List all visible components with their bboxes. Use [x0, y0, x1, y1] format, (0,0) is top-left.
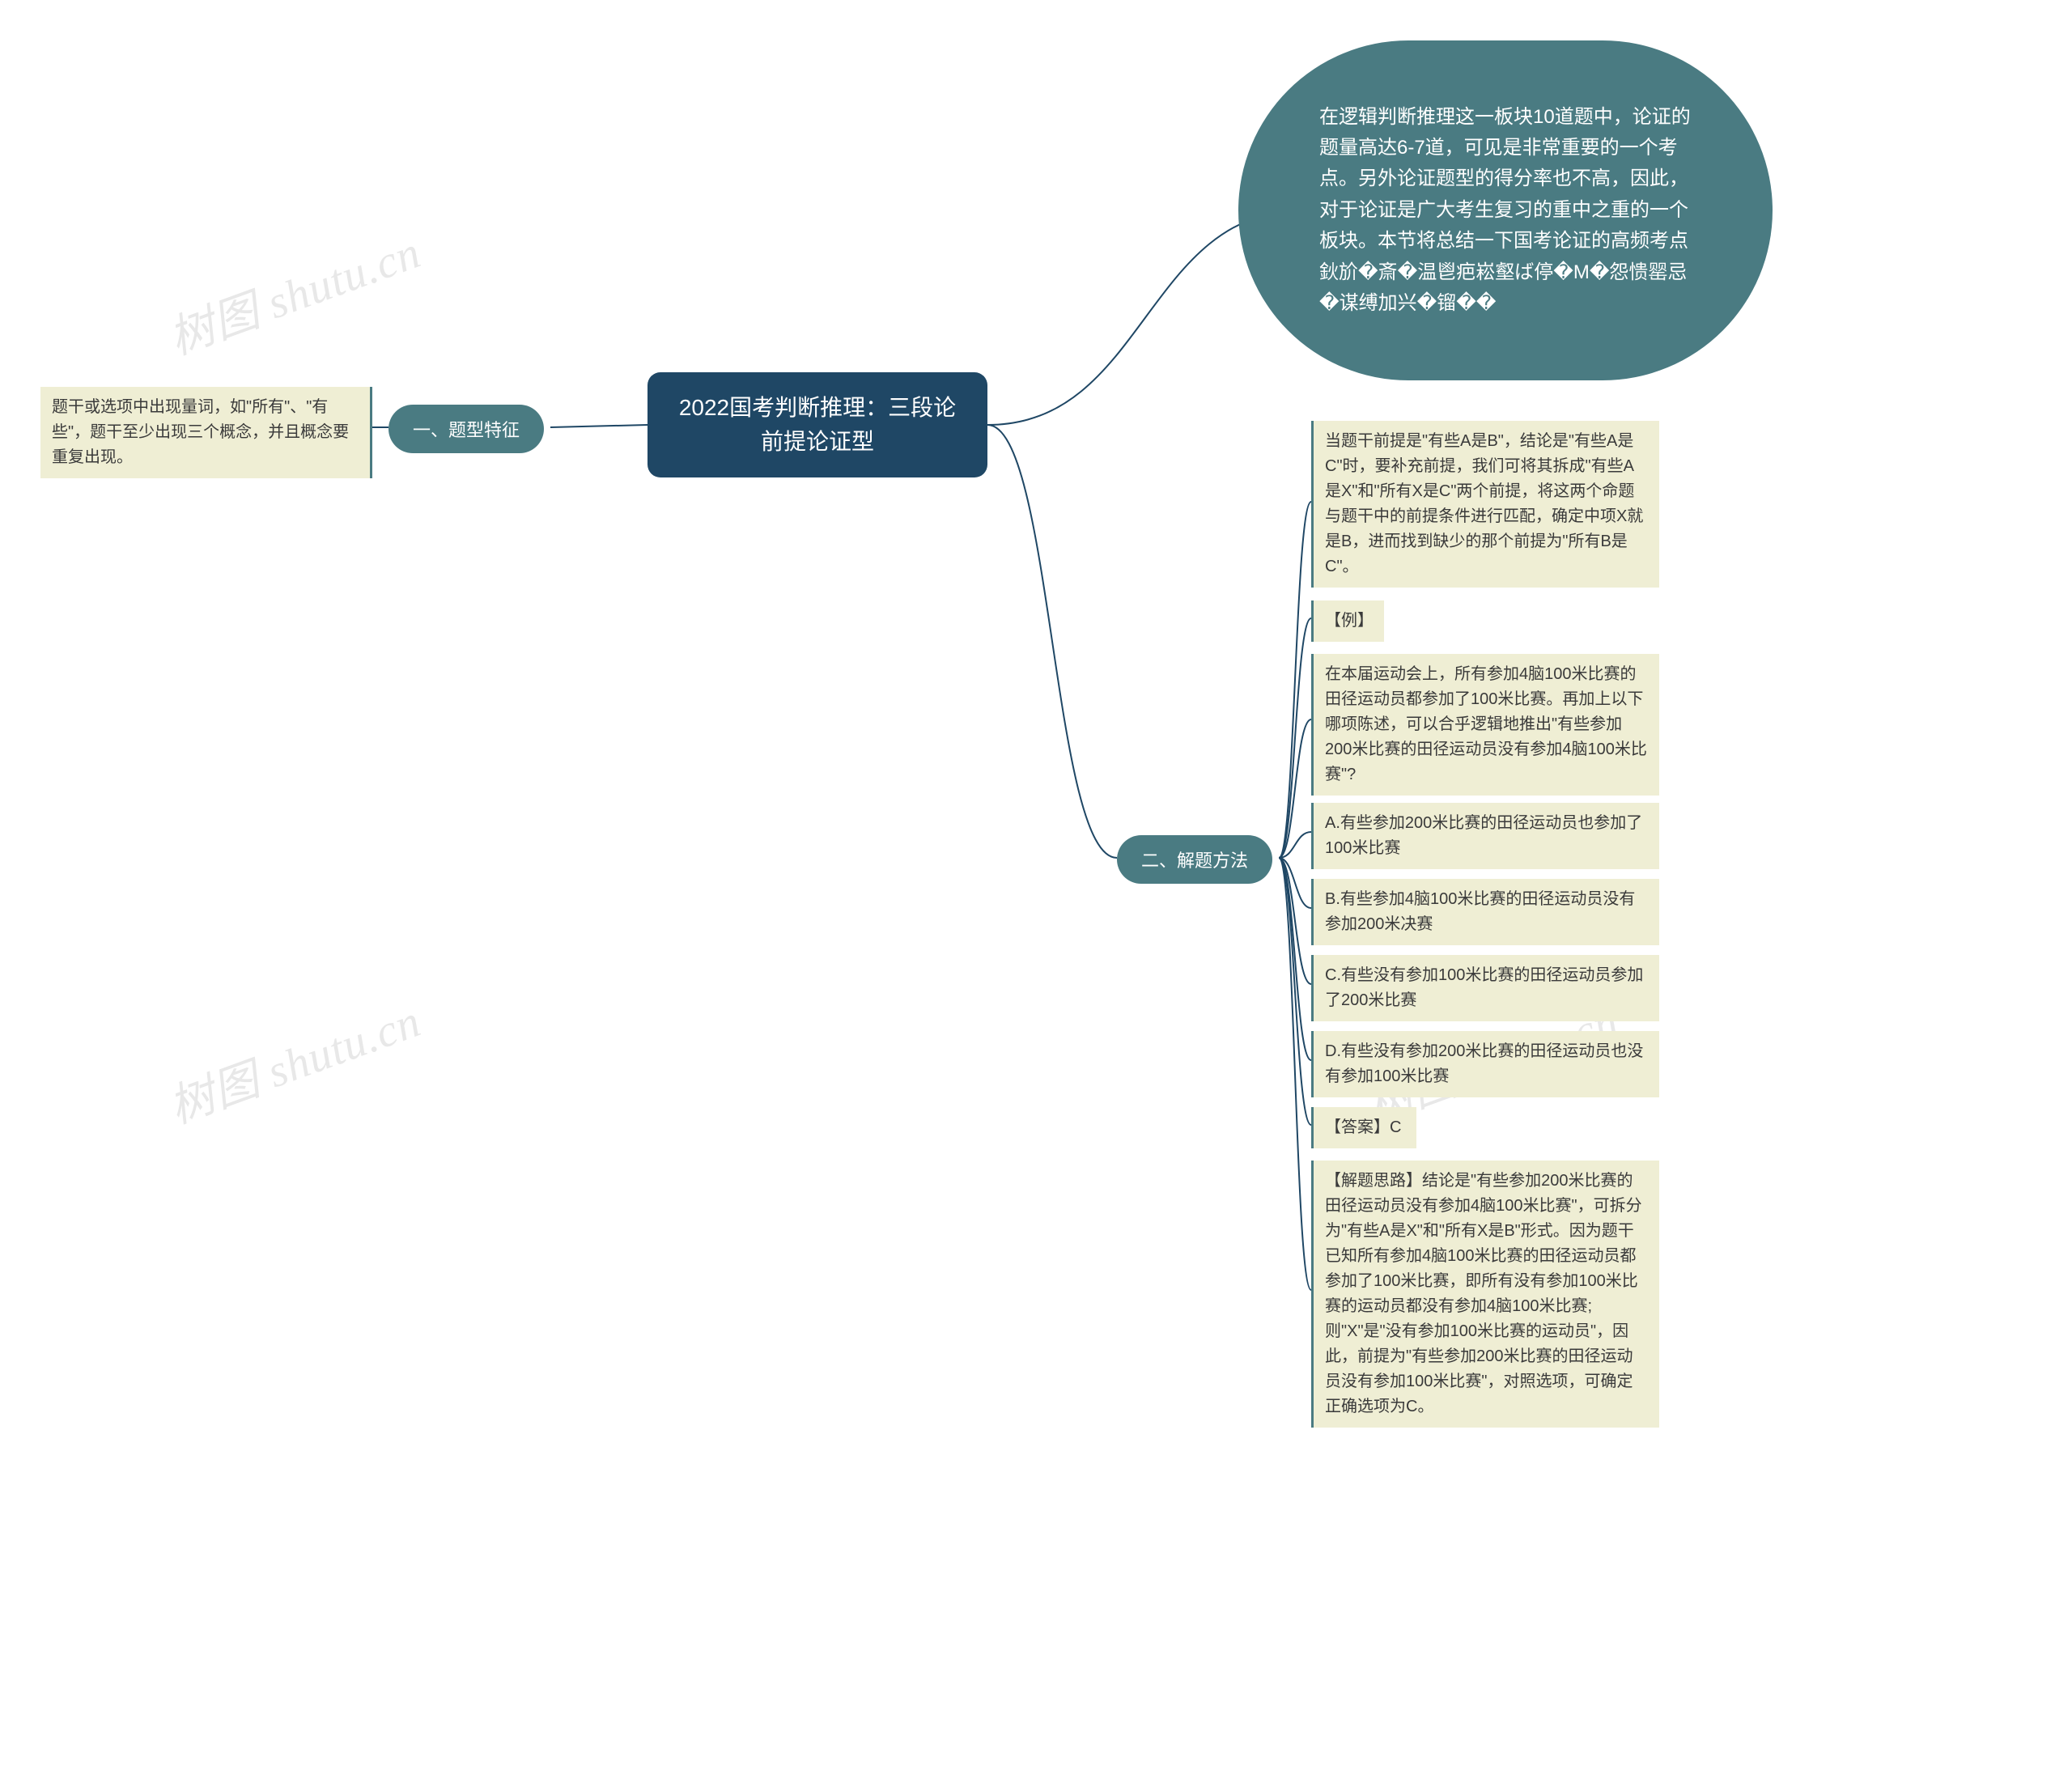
leaf-r4-text: A.有些参加200米比赛的田径运动员也参加了100米比赛: [1325, 814, 1642, 857]
leaf-r7[interactable]: D.有些没有参加200米比赛的田径运动员也没有参加100米比赛: [1311, 1031, 1659, 1097]
leaf-r2[interactable]: 【例】: [1311, 600, 1384, 642]
watermark: 树图 shutu.cn: [159, 216, 428, 367]
leaf-r5-text: B.有些参加4脑100米比赛的田径运动员没有参加200米决赛: [1325, 890, 1635, 933]
leaf-r1[interactable]: 当题干前提是"有些A是B"，结论是"有些A是C"时，要补充前提，我们可将其拆成"…: [1311, 421, 1659, 588]
branch-right[interactable]: 二、解题方法: [1117, 835, 1272, 884]
leaf-r7-text: D.有些没有参加200米比赛的田径运动员也没有参加100米比赛: [1325, 1042, 1643, 1085]
leaf-r6-text: C.有些没有参加100米比赛的田径运动员参加了200米比赛: [1325, 966, 1643, 1009]
leaf-left[interactable]: 题干或选项中出现量词，如"所有"、"有些"，题干至少出现三个概念，并且概念要重复…: [40, 387, 372, 478]
leaf-r2-text: 【例】: [1325, 612, 1374, 630]
watermark: 树图 shutu.cn: [159, 985, 428, 1136]
center-node[interactable]: 2022国考判断推理：三段论前提论证型: [648, 372, 987, 477]
leaf-r8[interactable]: 【答案】C: [1311, 1107, 1416, 1148]
leaf-r4[interactable]: A.有些参加200米比赛的田径运动员也参加了100米比赛: [1311, 803, 1659, 869]
leaf-r3[interactable]: 在本届运动会上，所有参加4脑100米比赛的田径运动员都参加了100米比赛。再加上…: [1311, 654, 1659, 796]
leaf-left-text: 题干或选项中出现量词，如"所有"、"有些"，题干至少出现三个概念，并且概念要重复…: [52, 398, 349, 466]
leaf-r9-text: 【解题思路】结论是"有些参加200米比赛的田径运动员没有参加4脑100米比赛"，…: [1325, 1172, 1642, 1415]
leaf-r1-text: 当题干前提是"有些A是B"，结论是"有些A是C"时，要补充前提，我们可将其拆成"…: [1325, 432, 1643, 575]
leaf-r6[interactable]: C.有些没有参加100米比赛的田径运动员参加了200米比赛: [1311, 955, 1659, 1021]
branch-left[interactable]: 一、题型特征: [388, 405, 544, 453]
leaf-r9[interactable]: 【解题思路】结论是"有些参加200米比赛的田径运动员没有参加4脑100米比赛"，…: [1311, 1161, 1659, 1428]
intro-node-text: 在逻辑判断推理这一板块10道题中，论证的题量高达6-7道，可见是非常重要的一个考…: [1319, 102, 1692, 320]
leaf-r3-text: 在本届运动会上，所有参加4脑100米比赛的田径运动员都参加了100米比赛。再加上…: [1325, 665, 1647, 783]
leaf-r5[interactable]: B.有些参加4脑100米比赛的田径运动员没有参加200米决赛: [1311, 879, 1659, 945]
leaf-r8-text: 【答案】C: [1325, 1118, 1401, 1136]
branch-left-label: 一、题型特征: [413, 416, 520, 442]
intro-node[interactable]: 在逻辑判断推理这一板块10道题中，论证的题量高达6-7道，可见是非常重要的一个考…: [1238, 40, 1773, 380]
branch-right-label: 二、解题方法: [1141, 847, 1248, 872]
center-node-text: 2022国考判断推理：三段论前提论证型: [670, 391, 965, 459]
